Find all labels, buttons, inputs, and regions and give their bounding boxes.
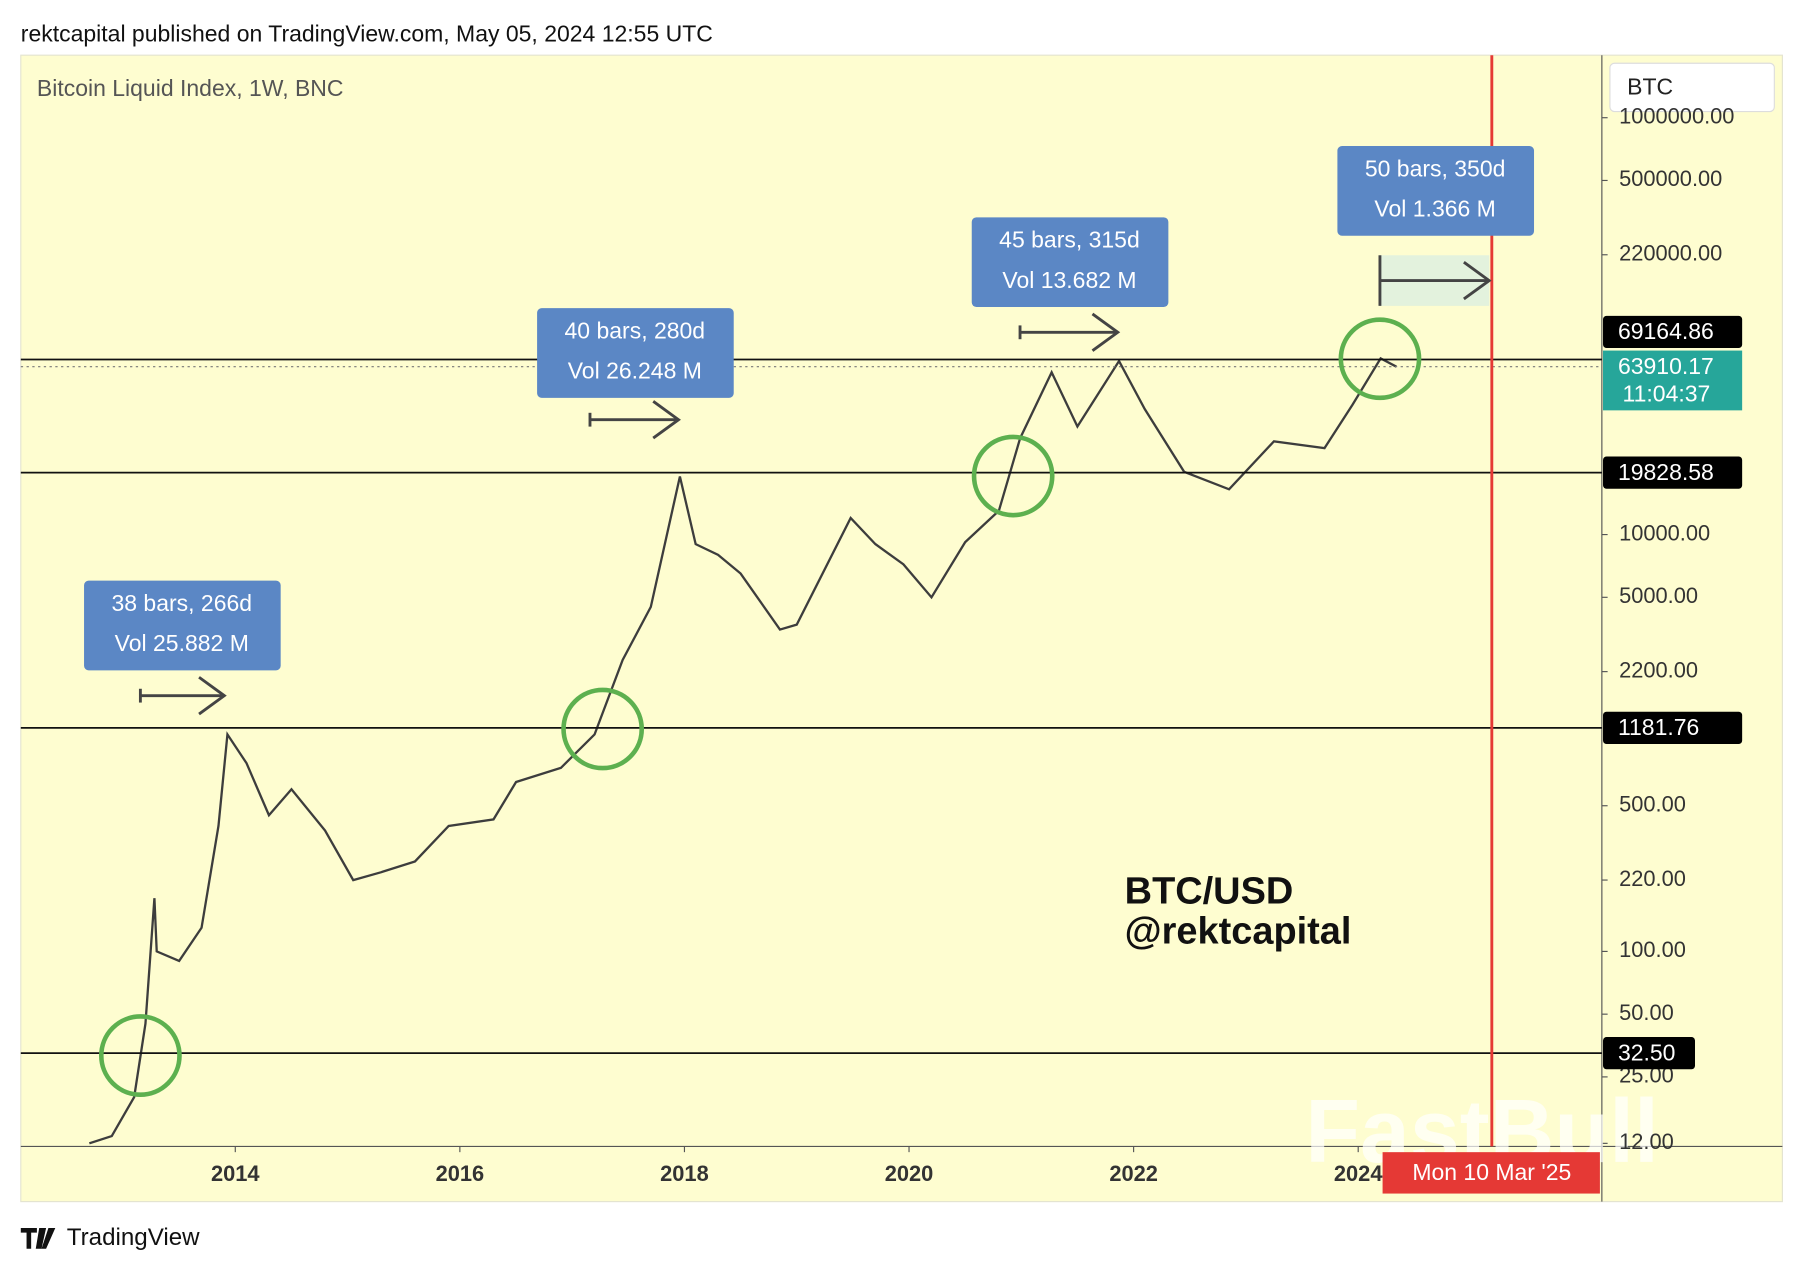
y-tick-label: 220000.00 — [1619, 241, 1722, 266]
measure-arrowhead — [198, 676, 227, 716]
y-tick-label: 500000.00 — [1619, 166, 1722, 191]
measure-arrowhead — [652, 400, 681, 440]
tradingview-logo — [20, 1228, 56, 1249]
x-tick-label: 2014 — [211, 1161, 260, 1186]
x-tick-label: 2022 — [1109, 1161, 1158, 1186]
measure-box — [84, 580, 281, 671]
x-tick-label: 2020 — [885, 1161, 934, 1186]
level-label-box — [1603, 456, 1743, 489]
vertical-marker-box — [1382, 1152, 1600, 1194]
y-tick-label: 220.00 — [1619, 866, 1686, 891]
x-tick-label: 2024 — [1334, 1161, 1383, 1186]
measure-bars: 38 bars, 266d — [111, 590, 252, 616]
level-label: 19828.58 — [1618, 459, 1714, 485]
annotation: @rektcapital — [1125, 911, 1352, 953]
halving-circle — [561, 687, 645, 771]
symbol-text: BTC — [1627, 74, 1673, 100]
y-tick-label: 10000.00 — [1619, 520, 1710, 545]
y-tick-label: 1000000.00 — [1619, 103, 1734, 128]
measure-bars: 50 bars, 350d — [1365, 155, 1506, 181]
measure-volume: Vol 25.882 M — [115, 630, 249, 656]
level-label: 1181.76 — [1618, 714, 1699, 740]
y-tick-label: 100.00 — [1619, 937, 1686, 962]
measure-bars: 45 bars, 315d — [999, 227, 1140, 253]
measure-arrowhead — [1091, 312, 1121, 352]
chart-title: Bitcoin Liquid Index, 1W, BNC — [37, 75, 344, 101]
level-label-box — [1603, 711, 1743, 744]
measure-volume: Vol 13.682 M — [1002, 267, 1136, 293]
measure-volume: Vol 26.248 M — [568, 358, 702, 384]
x-tick-label: 2016 — [436, 1161, 485, 1186]
header: rektcapital published on TradingView.com… — [21, 21, 713, 47]
annotation: BTC/USD — [1125, 870, 1294, 912]
vertical-marker-label: Mon 10 Mar '25 — [1412, 1159, 1571, 1185]
x-tick-label: 2018 — [660, 1161, 709, 1186]
y-tick-label: 12.00 — [1619, 1129, 1674, 1154]
chart-area — [20, 54, 1783, 1203]
countdown: 11:04:37 — [1623, 380, 1711, 406]
halving-circle — [1338, 317, 1422, 401]
y-tick-label: 500.00 — [1619, 792, 1686, 817]
y-tick-label: 5000.00 — [1619, 583, 1698, 608]
symbol-box[interactable] — [1609, 62, 1775, 113]
measure-volume: Vol 1.366 M — [1374, 196, 1495, 222]
measure-bars: 40 bars, 280d — [565, 317, 706, 343]
measure-box — [1337, 146, 1535, 236]
level-label-box — [1603, 315, 1743, 349]
level-label-box — [1603, 1037, 1696, 1070]
y-tick-label: 50.00 — [1619, 1000, 1674, 1025]
level-label: 32.50 — [1618, 1039, 1676, 1065]
measure-box — [971, 217, 1169, 308]
measure-arrowhead — [1463, 261, 1492, 301]
halving-circle — [98, 1014, 182, 1097]
current-price-box — [1603, 350, 1743, 411]
footer: TradingView — [67, 1224, 200, 1251]
price-line — [88, 356, 1397, 1145]
halving-circle — [971, 434, 1055, 518]
level-label: 69164.86 — [1618, 318, 1714, 344]
measure-box — [537, 308, 734, 398]
y-tick-label: 2200.00 — [1619, 657, 1698, 682]
current-price-label: 63910.17 — [1618, 353, 1714, 379]
